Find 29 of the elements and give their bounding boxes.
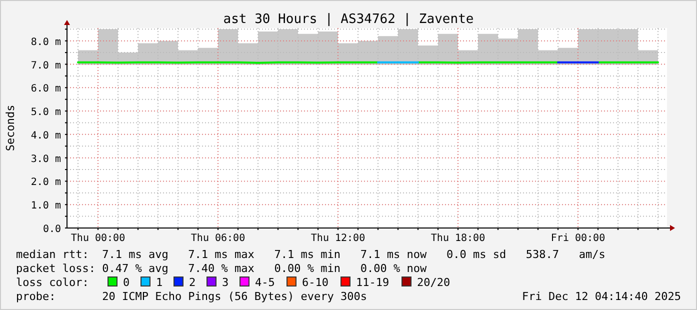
legend-label: 11-19	[356, 276, 390, 289]
legend-label: 4-5	[255, 276, 275, 289]
x-tick-label: Thu 18:00	[430, 233, 486, 244]
y-tick-label: 5.0 m	[30, 107, 61, 118]
x-tick-label: Thu 12:00	[310, 233, 366, 244]
y-tick-label: 0.0	[42, 224, 61, 235]
y-tick-label: 6.0 m	[30, 84, 61, 95]
x-tick-label: Fri 00:00	[550, 233, 606, 244]
x-tick-label: Thu 00:00	[70, 233, 126, 244]
y-tick-label: 3.0 m	[30, 154, 61, 165]
x-tick-label: Thu 06:00	[190, 233, 246, 244]
legend-label: 6-10	[302, 276, 328, 289]
legend-label: 3	[222, 276, 229, 289]
y-tick-label: 1.0 m	[30, 200, 61, 212]
text: median rtt: 7.1 ms avg 7.1 ms max 7.1 ms min 7.1 ms now 0.0 ms sd 538.7 am/s	[16, 248, 606, 261]
y-tick-label: 4.0 m	[30, 130, 61, 142]
y-tick-label: 8.0 m	[30, 36, 61, 48]
text: Fri Dec 12 04:14:40 2025	[522, 290, 681, 303]
y-axis-title: Seconds	[4, 104, 17, 152]
text: probe: 20 ICMP Echo Pings (56 Bytes) every 300s	[16, 290, 367, 303]
text: packet loss: 0.47 % avg 7.40 % max 0.00 % min 0.00 % now	[16, 262, 427, 275]
legend-label: 20/20	[417, 276, 450, 289]
chart-title: ast 30 Hours | AS34762 | Zavente	[223, 12, 474, 27]
legend-title: loss color:	[16, 276, 89, 289]
legend-label: 1	[156, 276, 163, 289]
y-tick-label: 7.0 m	[30, 60, 61, 72]
legend-label: 2	[189, 276, 196, 289]
y-tick-label: 2.0 m	[30, 177, 61, 188]
legend-label: 0	[123, 276, 130, 289]
